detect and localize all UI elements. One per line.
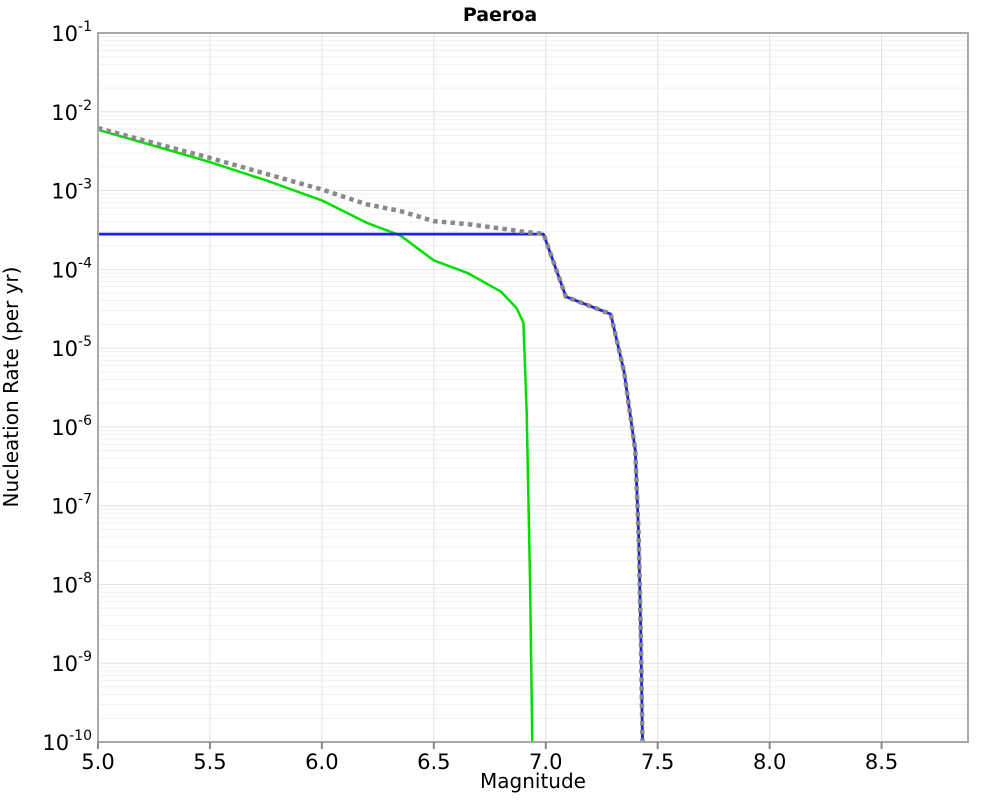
x-tick-label: 8.0 <box>753 750 786 774</box>
x-tick-label: 5.5 <box>193 750 226 774</box>
y-tick-labels: 10-1 10-2 10-3 10-4 10-5 10-6 10-7 10-8 10-9 10-1… <box>42 19 92 755</box>
data-series <box>97 125 645 743</box>
x-tick-label: 5.0 <box>81 750 114 774</box>
x-tick-label: 6.5 <box>417 750 450 774</box>
y-tick-label: 10-6 <box>51 413 92 440</box>
axis-ticks <box>97 742 883 749</box>
y-tick-label: 10-1 <box>51 19 92 46</box>
y-tick-label: 10-2 <box>51 98 92 125</box>
y-tick-label: 10-3 <box>51 177 92 204</box>
x-tick-label: 7.5 <box>641 750 674 774</box>
y-tick-label: 10-4 <box>51 255 92 282</box>
major-gridlines <box>98 33 968 742</box>
x-tick-label: 7.0 <box>529 750 562 774</box>
series-gray-dotted-curve <box>97 125 645 743</box>
y-tick-label: 10-8 <box>51 570 92 597</box>
y-tick-label: 10-9 <box>51 649 92 676</box>
x-axis-label: Magnitude <box>480 769 586 793</box>
minor-gridlines <box>98 36 968 719</box>
y-tick-label: 10-5 <box>51 334 92 361</box>
x-tick-label: 6.0 <box>305 750 338 774</box>
plot-border <box>97 32 969 743</box>
x-tick-labels: 5.0 5.5 6.0 6.5 7.0 7.5 8.0 8.5 <box>81 750 898 774</box>
series-green-solid-curve <box>97 128 534 743</box>
x-tick-label: 8.5 <box>865 750 898 774</box>
chart-title: Paeroa <box>463 4 537 26</box>
y-tick-label: 10-7 <box>51 492 92 519</box>
y-axis-label: Nucleation Rate (per yr) <box>0 267 23 508</box>
y-tick-label: 10-10 <box>42 728 92 755</box>
